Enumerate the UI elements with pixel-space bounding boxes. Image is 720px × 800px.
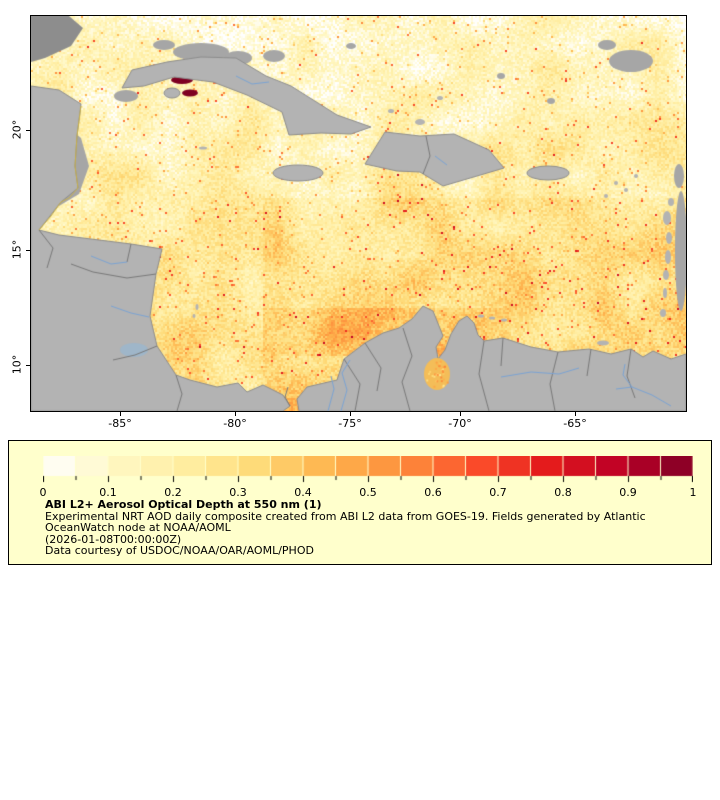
aod-map-canvas: [31, 16, 686, 411]
x-tick-label: -85°: [98, 417, 142, 430]
colorbar-title: ABI L2+ Aerosol Optical Depth at 550 nm …: [45, 499, 646, 511]
y-axis-tick: [26, 130, 30, 131]
x-axis-tick: [235, 412, 236, 416]
colorbar: [43, 456, 693, 483]
y-axis-tick: [26, 365, 30, 366]
colorbar-tick-label: 1: [671, 486, 715, 499]
x-tick-label: -70°: [438, 417, 482, 430]
y-axis-tick: [26, 250, 30, 251]
legend-panel: 0 0.1 0.2 0.3 0.4 0.5 0.6 0.7 0.8 0.9 1 …: [8, 440, 712, 565]
colorbar-tick-label: 0.9: [606, 486, 650, 499]
colorbar-tick-label: 0.8: [541, 486, 585, 499]
x-axis-tick: [350, 412, 351, 416]
colorbar-tick-label: 0.5: [346, 486, 390, 499]
page: { "map": { "y_axis": { "ticks": ["20°", …: [0, 0, 720, 800]
x-tick-label: -65°: [553, 417, 597, 430]
map-area: [30, 15, 687, 412]
colorbar-tick-label: 0.6: [411, 486, 455, 499]
colorbar-tick-label: 0.7: [476, 486, 520, 499]
x-tick-label: -75°: [328, 417, 372, 430]
x-axis-tick: [120, 412, 121, 416]
legend-credit: Data courtesy of USDOC/NOAA/OAR/AOML/PHO…: [45, 545, 646, 557]
x-axis-tick: [460, 412, 461, 416]
y-tick-label: 20°: [11, 113, 24, 147]
y-tick-label: 15°: [11, 233, 24, 267]
x-tick-label: -80°: [213, 417, 257, 430]
x-axis-tick: [575, 412, 576, 416]
y-tick-label: 10°: [11, 348, 24, 382]
